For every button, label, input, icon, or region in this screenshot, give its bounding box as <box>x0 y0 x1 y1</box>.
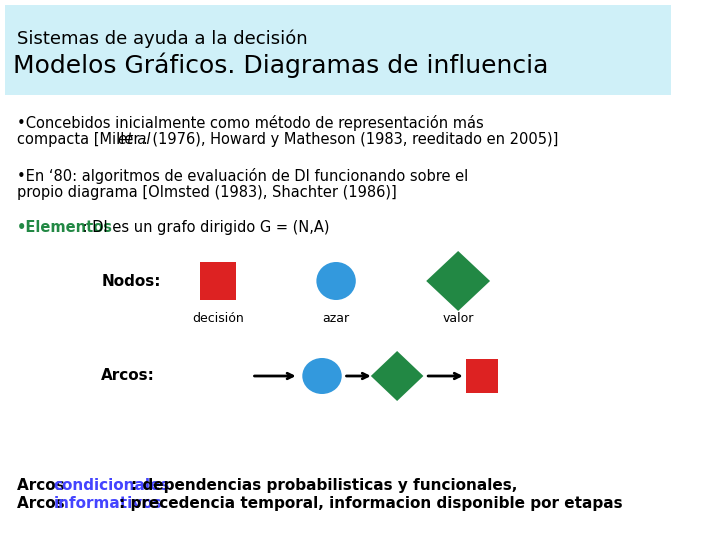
Text: et al: et al <box>118 132 150 147</box>
Text: azar: azar <box>323 312 350 325</box>
Text: : DI es un grafo dirigido G = (N,A): : DI es un grafo dirigido G = (N,A) <box>78 220 330 235</box>
Text: condicionales: condicionales <box>53 478 170 493</box>
Ellipse shape <box>316 262 356 300</box>
FancyBboxPatch shape <box>5 5 671 95</box>
Polygon shape <box>371 351 423 401</box>
Text: . (1976), Howard y Matheson (1983, reeditado en 2005)]: . (1976), Howard y Matheson (1983, reedi… <box>143 132 558 147</box>
Text: valor: valor <box>443 312 474 325</box>
Text: •Concebidos inicialmente como método de representación más: •Concebidos inicialmente como método de … <box>17 115 484 131</box>
Text: informativos: informativos <box>53 496 162 511</box>
Bar <box>200 262 235 300</box>
Text: Sistemas de ayuda a la decisión: Sistemas de ayuda a la decisión <box>17 30 307 49</box>
Text: compacta [Miller: compacta [Miller <box>17 132 144 147</box>
Text: propio diagrama [Olmsted (1983), Shachter (1986)]: propio diagrama [Olmsted (1983), Shachte… <box>17 185 397 200</box>
Text: decisión: decisión <box>192 312 243 325</box>
Text: •En ‘80: algoritmos de evaluación de DI funcionando sobre el: •En ‘80: algoritmos de evaluación de DI … <box>17 168 468 184</box>
Text: Modelos Gráficos. Diagramas de influencia: Modelos Gráficos. Diagramas de influenci… <box>13 52 549 78</box>
Bar <box>466 359 498 393</box>
Text: : dependencias probabilisticas y funcionales,: : dependencias probabilisticas y funcion… <box>132 478 518 493</box>
Text: Nodos:: Nodos: <box>102 273 161 288</box>
Text: Arcos: Arcos <box>17 478 70 493</box>
Text: : precedencia temporal, informacion disponible por etapas: : precedencia temporal, informacion disp… <box>120 496 623 511</box>
Polygon shape <box>426 251 490 311</box>
Text: •Elementos: •Elementos <box>17 220 113 235</box>
Text: Arcos: Arcos <box>17 496 70 511</box>
Ellipse shape <box>302 358 342 394</box>
Text: Arcos:: Arcos: <box>102 368 156 383</box>
